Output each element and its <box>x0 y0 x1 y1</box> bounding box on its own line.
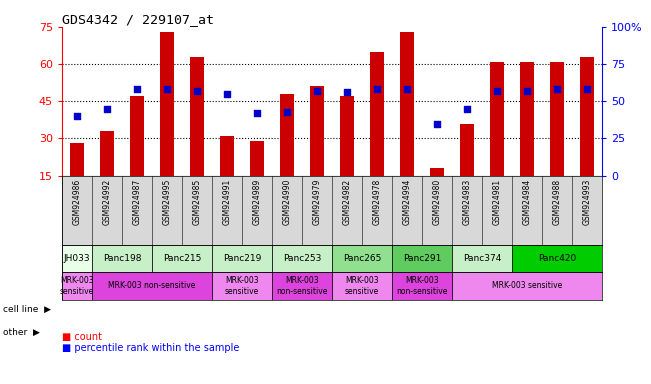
Point <box>102 106 112 112</box>
Text: GSM924992: GSM924992 <box>102 179 111 225</box>
Bar <box>152 245 212 272</box>
Text: GSM924979: GSM924979 <box>312 179 322 225</box>
Point <box>161 86 172 93</box>
Text: MRK-003
non-sensitive: MRK-003 non-sensitive <box>276 276 327 296</box>
Bar <box>332 245 392 272</box>
Bar <box>581 56 594 175</box>
Text: MRK-003 non-sensitive: MRK-003 non-sensitive <box>108 281 195 290</box>
Text: ■ percentile rank within the sample: ■ percentile rank within the sample <box>62 343 239 353</box>
Text: GSM924990: GSM924990 <box>283 179 292 225</box>
Text: Panc291: Panc291 <box>403 254 441 263</box>
Bar <box>250 141 264 175</box>
Point <box>552 86 562 93</box>
Bar <box>452 245 512 272</box>
Text: GSM924985: GSM924985 <box>193 179 201 225</box>
Bar <box>220 136 234 175</box>
Point <box>252 110 262 116</box>
Text: Panc253: Panc253 <box>283 254 321 263</box>
Text: GSM924989: GSM924989 <box>253 179 262 225</box>
Point <box>492 88 503 94</box>
Point <box>72 113 82 119</box>
Text: MRK-003
sensitive: MRK-003 sensitive <box>60 276 94 296</box>
Point <box>582 86 592 93</box>
Text: GSM924991: GSM924991 <box>223 179 232 225</box>
Text: MRK-003
sensitive: MRK-003 sensitive <box>225 276 259 296</box>
Bar <box>430 168 444 175</box>
Text: other  ▶: other ▶ <box>3 328 40 337</box>
Bar <box>340 96 353 175</box>
Text: GSM924982: GSM924982 <box>342 179 352 225</box>
Point <box>312 88 322 94</box>
Bar <box>190 56 204 175</box>
Text: Panc265: Panc265 <box>343 254 381 263</box>
Text: ■ count: ■ count <box>62 332 102 342</box>
Point <box>372 86 382 93</box>
Point <box>522 88 533 94</box>
Point <box>191 88 202 94</box>
Point <box>462 106 473 112</box>
Text: GSM924978: GSM924978 <box>372 179 381 225</box>
Text: GSM924983: GSM924983 <box>463 179 471 225</box>
Text: GSM924986: GSM924986 <box>72 179 81 225</box>
Bar <box>100 131 114 175</box>
Text: GDS4342 / 229107_at: GDS4342 / 229107_at <box>62 13 214 26</box>
Bar <box>392 245 452 272</box>
Bar <box>130 96 144 175</box>
Bar <box>460 124 474 175</box>
Point <box>432 121 442 127</box>
Bar <box>490 61 504 175</box>
Point <box>342 89 352 95</box>
Text: Panc215: Panc215 <box>163 254 201 263</box>
Text: cell line  ▶: cell line ▶ <box>3 305 51 314</box>
Bar <box>311 86 324 175</box>
Point <box>402 86 412 93</box>
Bar <box>92 272 212 300</box>
Bar <box>92 245 152 272</box>
Bar <box>62 245 92 272</box>
Bar <box>400 32 414 175</box>
Bar <box>212 245 272 272</box>
Bar <box>212 272 272 300</box>
Text: JH033: JH033 <box>64 254 90 263</box>
Text: GSM924995: GSM924995 <box>162 179 171 225</box>
Text: Panc198: Panc198 <box>103 254 141 263</box>
Bar <box>520 61 534 175</box>
Bar <box>62 272 92 300</box>
Bar <box>452 272 602 300</box>
Text: GSM924980: GSM924980 <box>432 179 441 225</box>
Point <box>282 109 292 115</box>
Text: GSM924984: GSM924984 <box>523 179 532 225</box>
Point <box>132 86 142 93</box>
Text: GSM924981: GSM924981 <box>493 179 502 225</box>
Bar <box>370 52 384 175</box>
Bar <box>550 61 564 175</box>
Text: MRK-003
non-sensitive: MRK-003 non-sensitive <box>396 276 448 296</box>
Text: Panc374: Panc374 <box>463 254 501 263</box>
Text: Panc420: Panc420 <box>538 254 576 263</box>
Text: GSM924993: GSM924993 <box>583 179 592 225</box>
Bar <box>392 272 452 300</box>
Bar <box>160 32 174 175</box>
Bar <box>272 245 332 272</box>
Bar <box>272 272 332 300</box>
Bar <box>512 245 602 272</box>
Bar <box>332 272 392 300</box>
Text: Panc219: Panc219 <box>223 254 261 263</box>
Text: GSM924994: GSM924994 <box>402 179 411 225</box>
Text: MRK-003 sensitive: MRK-003 sensitive <box>492 281 562 290</box>
Text: MRK-003
sensitive: MRK-003 sensitive <box>345 276 379 296</box>
Bar <box>280 94 294 175</box>
Point <box>222 91 232 97</box>
Text: GSM924987: GSM924987 <box>132 179 141 225</box>
Text: GSM924988: GSM924988 <box>553 179 562 225</box>
Bar <box>70 143 83 175</box>
